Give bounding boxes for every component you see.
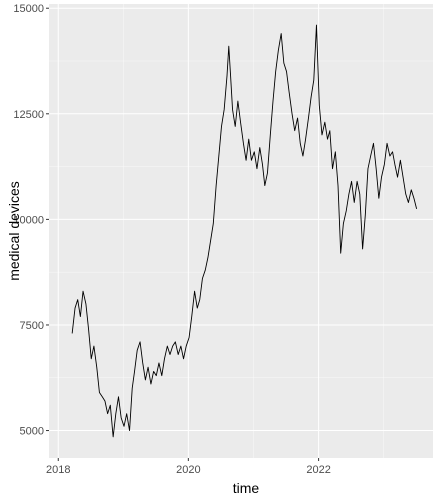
y-tick-label: 15000 [13,3,44,15]
x-tick-label: 2020 [176,464,200,476]
x-tick-label: 2022 [306,464,330,476]
series-line [71,24,418,438]
x-tick-label: 2018 [46,464,70,476]
x-axis-ticks: 2018 2020 2022 [46,458,331,476]
y-tick-label: 7500 [20,320,44,332]
x-axis-title: time [233,480,260,496]
y-tick-label: 12500 [13,109,44,121]
y-tick-label: 5000 [20,426,44,438]
series-layer [71,24,418,438]
plot-panel [49,4,433,458]
y-tick-label: 10000 [13,214,44,226]
y-axis-ticks: 5000 7500 10000 12500 15000 [13,3,49,438]
y-axis-title: medical devices [6,181,22,281]
grid-lines [49,4,433,458]
